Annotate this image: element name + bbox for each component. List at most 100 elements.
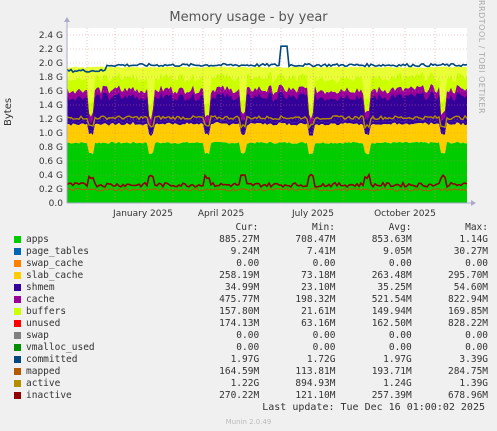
legend-swatch [14,272,21,279]
x-tick-label: July 2025 [291,209,334,219]
y-tick-label: 0.2 G [39,185,63,195]
legend-min-value: 1.72G [306,354,336,365]
legend-max-value: 1.14G [459,234,489,245]
y-tick-label: 1.8 G [39,73,63,83]
legend-avg-value: 193.71M [371,366,412,377]
legend-max-value: 0.00 [465,330,489,341]
y-tick-label: 2.4 G [39,31,63,41]
y-tick-label: 1.6 G [39,87,63,97]
legend-max-value: 0.00 [465,258,489,269]
legend-row-slab-cache: slab_cache 258.19M 73.18M 263.48M 295.70M [14,270,488,282]
legend-min-value: 23.10M [301,282,336,293]
legend-name: buffers [26,306,67,317]
y-tick-label: 1.2 G [39,115,63,125]
y-axis-arrow [64,17,70,22]
legend-name: unused [26,318,61,329]
legend-row-inactive: inactive 270.22M 121.10M 257.39M 678.96M [14,390,488,402]
legend-swatch [14,332,21,339]
legend-cur-value: 885.27M [219,234,260,245]
legend-min-value: 894.93M [295,378,336,389]
legend-swatch [14,380,21,387]
legend-name: mapped [26,366,61,377]
legend-row-page-tables: page_tables 9.24M 7.41M 9.05M 30.27M [14,246,488,258]
legend-cur-value: 0.00 [236,258,260,269]
legend-header-min: Min: [312,222,335,233]
legend-row-committed: committed 1.97G 1.72G 1.97G 3.39G [14,354,488,366]
last-update: Last update: Tue Dec 16 01:00:02 2025 [262,402,485,413]
legend-header-avg: Avg: [388,222,412,233]
legend-name: committed [26,354,78,365]
legend-min-value: 0.00 [312,330,336,341]
legend-name: slab_cache [26,270,84,281]
legend-row-apps: apps 885.27M 708.47M 853.63M 1.14G [14,234,488,246]
legend-avg-value: 257.39M [371,390,412,401]
area-slab-cache [67,121,467,155]
legend-cur-value: 1.22G [230,378,260,389]
legend-max-value: 828.22M [447,318,489,329]
legend-avg-value: 1.24G [383,378,412,389]
legend-row-cache: cache 475.77M 198.32M 521.54M 822.94M [14,294,488,306]
legend-swatch [14,392,21,399]
legend-avg-value: 0.00 [388,330,412,341]
legend-row-mapped: mapped 164.59M 113.81M 193.71M 284.75M [14,366,488,378]
legend-cur-value: 9.24M [230,246,260,257]
y-tick-label: 0.8 G [39,143,63,153]
legend-avg-value: 0.00 [388,258,412,269]
legend-header-max: Max: [465,222,488,233]
legend-avg-value: 263.48M [371,270,412,281]
legend-avg-value: 0.00 [388,342,412,353]
y-tick-label: 0.6 G [39,157,63,167]
legend-min-value: 0.00 [312,258,336,269]
line-inactive [66,172,468,189]
legend-table: Cur: Min: Avg: Max: apps 885.27M 708.47M 85… [14,222,488,402]
legend-max-value: 0.00 [465,342,489,353]
legend-header: Cur: Min: Avg: Max: [14,222,488,234]
legend-swatch [14,356,21,363]
y-tick-label: 2.0 G [39,59,63,69]
memory-chart: 0.0 0.2 G 0.4 G 0.6 G 0.8 G 1.0 G 1.2 G 1.4 G 1.… [39,17,476,219]
legend-swatch [14,308,21,315]
legend-swatch [14,236,21,243]
legend-avg-value: 521.54M [371,294,412,305]
legend-swatch [14,248,21,255]
area-buffers [67,71,467,121]
line-mapped [66,187,468,192]
area-shmem [67,119,467,137]
legend-cur-value: 475.77M [219,294,260,305]
legend-min-value: 7.41M [306,246,336,257]
legend-cur-value: 34.99M [224,282,260,293]
legend-name: swap_cache [26,258,84,269]
legend-cur-value: 270.22M [219,390,260,401]
y-tick-label: 1.4 G [39,101,63,111]
legend-cur-value: 174.13M [219,318,260,329]
legend-max-value: 54.60M [453,282,489,293]
x-tick-label: January 2025 [112,209,173,219]
legend-row-buffers: buffers 157.80M 21.61M 149.94M 169.85M [14,306,488,318]
legend-swatch [14,260,21,267]
legend-max-value: 295.70M [447,270,489,281]
legend-max-value: 678.96M [447,390,489,401]
legend-min-value: 113.81M [295,366,336,377]
legend-min-value: 198.32M [295,294,336,305]
legend-swatch [14,284,21,291]
line-active [66,114,468,130]
legend-row-swap-cache: swap_cache 0.00 0.00 0.00 0.00 [14,258,488,270]
generator-credit: Munin 2.0.49 [225,418,272,426]
legend-avg-value: 9.05M [383,246,412,257]
legend-cur-value: 164.59M [219,366,260,377]
legend-avg-value: 149.94M [371,306,412,317]
y-tick-label: 0.0 [49,199,64,209]
legend-max-value: 284.75M [447,366,489,377]
legend-name: cache [26,294,55,305]
legend-max-value: 169.85M [447,306,489,317]
legend-min-value: 63.16M [301,318,336,329]
legend-swatch [14,320,21,327]
legend-max-value: 822.94M [447,294,489,305]
legend-cur-value: 1.97G [230,354,260,365]
legend-name: shmem [26,282,55,293]
area-apps [67,141,467,203]
x-tick-label: April 2025 [198,209,244,219]
legend-min-value: 21.61M [301,306,336,317]
chart-title: Memory usage - by year [169,10,328,25]
legend-min-value: 0.00 [312,342,336,353]
